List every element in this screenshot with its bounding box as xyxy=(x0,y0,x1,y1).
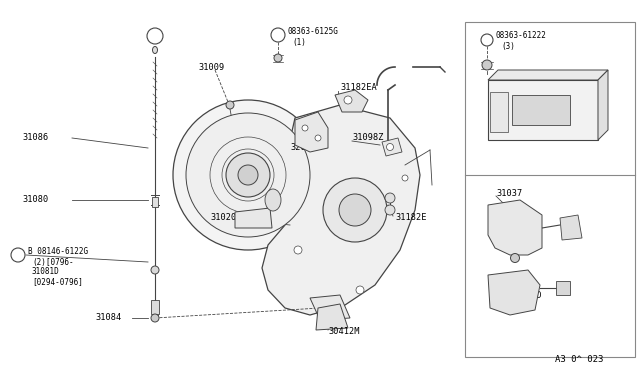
Bar xyxy=(512,95,570,125)
Ellipse shape xyxy=(152,46,157,54)
Circle shape xyxy=(274,54,282,62)
Polygon shape xyxy=(488,200,542,255)
Text: 31037: 31037 xyxy=(496,189,522,198)
Text: 31182EA: 31182EA xyxy=(340,83,377,93)
Bar xyxy=(465,22,635,357)
Text: 31098Z: 31098Z xyxy=(352,134,383,142)
Polygon shape xyxy=(316,304,348,330)
Text: 31081D: 31081D xyxy=(32,267,60,276)
Text: (1): (1) xyxy=(292,38,306,46)
Bar xyxy=(152,197,158,207)
Circle shape xyxy=(173,100,323,250)
Polygon shape xyxy=(560,215,582,240)
Text: 31185D: 31185D xyxy=(510,291,541,299)
Circle shape xyxy=(511,253,520,263)
Circle shape xyxy=(151,266,159,274)
Text: 31182E: 31182E xyxy=(395,214,426,222)
Circle shape xyxy=(307,142,313,148)
Text: B: B xyxy=(15,252,20,258)
Circle shape xyxy=(302,125,308,131)
Circle shape xyxy=(271,28,285,42)
Circle shape xyxy=(294,246,302,254)
Polygon shape xyxy=(382,138,402,156)
Circle shape xyxy=(11,248,25,262)
Circle shape xyxy=(402,175,408,181)
Bar xyxy=(490,92,508,132)
Polygon shape xyxy=(335,90,368,112)
Text: 31020M: 31020M xyxy=(210,214,241,222)
Circle shape xyxy=(385,193,395,203)
Circle shape xyxy=(356,286,364,294)
Circle shape xyxy=(387,144,394,151)
Ellipse shape xyxy=(265,189,281,211)
Polygon shape xyxy=(598,70,608,140)
Polygon shape xyxy=(235,208,272,228)
Text: 08363-6125G: 08363-6125G xyxy=(287,28,338,36)
Circle shape xyxy=(339,194,371,226)
Text: 31086: 31086 xyxy=(22,134,48,142)
Text: 31084: 31084 xyxy=(95,314,121,323)
Polygon shape xyxy=(295,112,328,152)
Circle shape xyxy=(226,101,234,109)
Polygon shape xyxy=(262,105,420,315)
Text: 31009: 31009 xyxy=(198,64,224,73)
Circle shape xyxy=(315,135,321,141)
Text: 31036: 31036 xyxy=(530,86,556,94)
Text: (2)[0796-: (2)[0796- xyxy=(32,257,74,266)
Polygon shape xyxy=(488,70,608,80)
Circle shape xyxy=(344,96,352,104)
Text: [0294-0796]: [0294-0796] xyxy=(32,278,83,286)
Circle shape xyxy=(151,314,159,322)
Polygon shape xyxy=(488,270,540,315)
Circle shape xyxy=(481,34,493,46)
Circle shape xyxy=(226,153,270,197)
Text: B 08146-6122G: B 08146-6122G xyxy=(28,247,88,257)
Text: 08363-61222: 08363-61222 xyxy=(495,31,546,39)
Polygon shape xyxy=(310,295,350,320)
Text: S: S xyxy=(484,38,490,42)
Circle shape xyxy=(238,165,258,185)
Text: A3 0^ 023: A3 0^ 023 xyxy=(555,356,604,365)
Text: S: S xyxy=(275,32,280,38)
Circle shape xyxy=(147,28,163,44)
Circle shape xyxy=(186,113,310,237)
Circle shape xyxy=(385,205,395,215)
Text: 30412M: 30412M xyxy=(328,327,360,337)
Bar xyxy=(488,80,598,140)
Text: 32009P: 32009P xyxy=(290,144,321,153)
Text: 31080: 31080 xyxy=(22,196,48,205)
Bar xyxy=(151,300,159,314)
Bar xyxy=(556,281,570,295)
Circle shape xyxy=(323,178,387,242)
Circle shape xyxy=(482,60,492,70)
Text: (3): (3) xyxy=(501,42,515,51)
